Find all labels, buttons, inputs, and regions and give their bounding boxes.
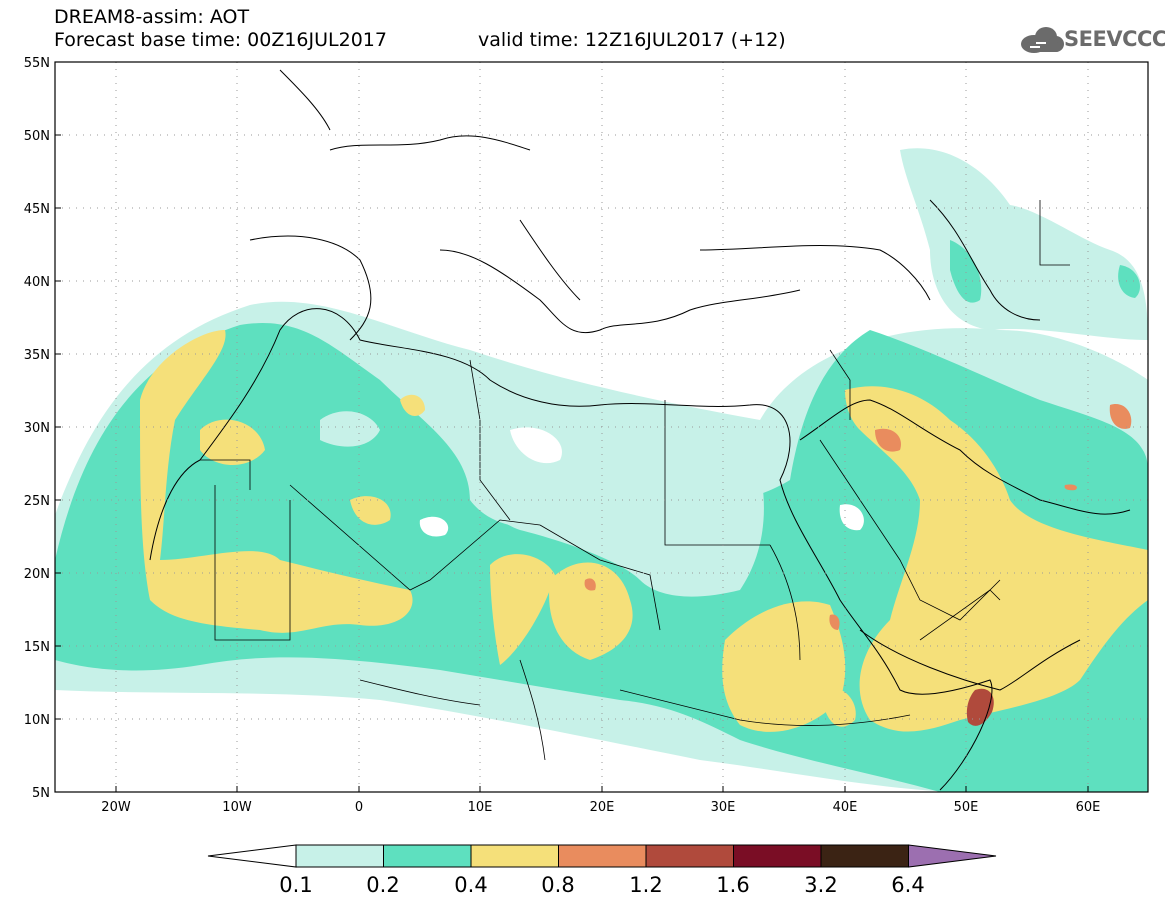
lat-label: 45N [24,202,50,217]
lon-label: 20W [101,800,131,815]
graticule [55,62,1148,792]
legend-box [733,844,822,868]
legend-tick: 0.8 [541,873,574,897]
lat-label: 35N [24,348,50,363]
lon-label: 10W [222,800,252,815]
aot-level-1.2 [966,688,994,726]
lat-labels: 55N 50N 45N 40N 35N 30N 25N 20N 15N 10N … [24,56,50,801]
lat-label: 40N [24,275,50,290]
legend-tick: 3.2 [804,873,837,897]
lat-label: 15N [24,640,50,655]
legend-tick: 1.6 [716,873,749,897]
map-title: DREAM8-assim: AOT Forecast base time: 00… [54,6,387,52]
title-product: DREAM8-assim: AOT [54,6,250,28]
legend-box [383,844,472,868]
lon-label: 60E [1076,800,1101,815]
cloud-icon [1021,27,1064,53]
axis-ticks [55,61,1089,793]
legend-tick: 0.4 [454,873,487,897]
lat-label: 5N [32,786,50,801]
lat-label: 30N [24,421,50,436]
lon-label: 20E [590,800,615,815]
lon-label: 30E [711,800,736,815]
legend-box [470,844,559,868]
lat-label: 55N [24,56,50,71]
coastlines [149,69,1131,791]
lon-label: 50E [954,800,979,815]
legend-tick: 1.2 [629,873,662,897]
borders [200,200,1070,761]
lon-labels: 20W 10W 0 10E 20E 30E 40E 50E 60E [101,800,1100,815]
legend-box [645,844,734,868]
aot-below-threshold [419,427,864,537]
legend-box [558,844,647,868]
legend-box [295,844,384,868]
lat-label: 50N [24,129,50,144]
lat-label: 10N [24,713,50,728]
lat-label: 20N [24,567,50,582]
legend-tick: 6.4 [891,873,924,897]
legend-arrow-high [908,844,997,868]
lon-label: 40E [833,800,858,815]
lat-label: 25N [24,494,50,509]
logo-text: SEEVCCC [1064,27,1165,51]
lon-label: 10E [468,800,493,815]
legend-box [820,844,909,868]
legend-tick: 0.1 [279,873,312,897]
logo [1021,27,1064,53]
aot-field [55,62,1148,792]
title-valid-time: valid time: 12Z16JUL2017 (+12) [478,29,786,51]
lon-label: 0 [355,800,363,815]
legend-arrow-low [207,844,297,868]
legend-tick-labels: 0.1 0.2 0.4 0.8 1.2 1.6 3.2 6.4 [279,873,924,897]
legend-boxes [207,844,997,868]
aot-level-0.8 [584,404,1132,630]
title-base-time: Forecast base time: 00Z16JUL2017 [54,29,387,51]
aot-level-0.4 [140,330,1148,732]
legend-tick: 0.2 [366,873,399,897]
